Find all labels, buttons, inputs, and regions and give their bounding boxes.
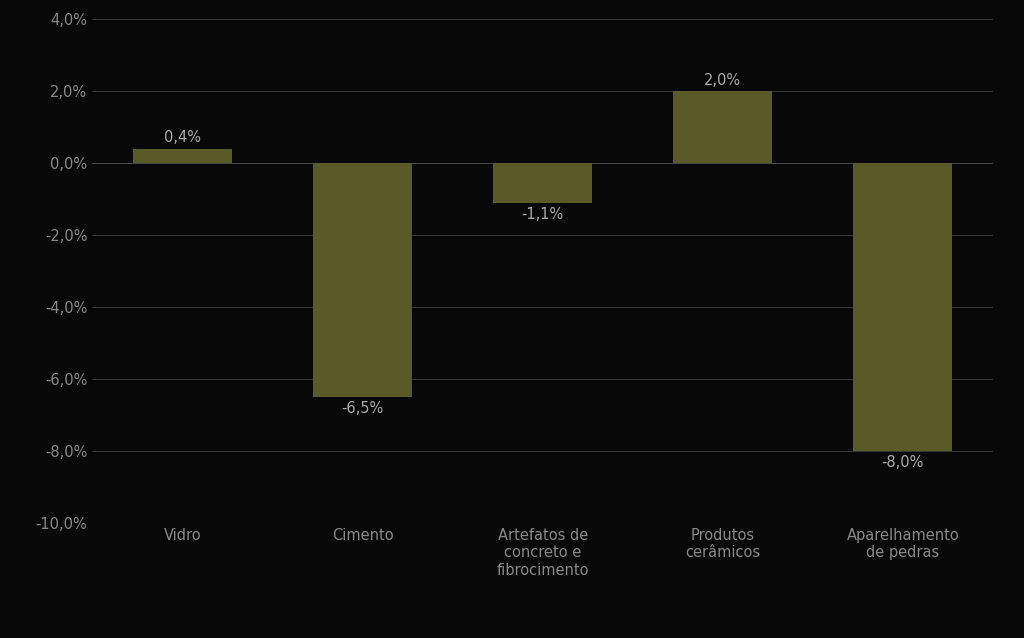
Text: -1,1%: -1,1% [521, 207, 564, 222]
Text: 0,4%: 0,4% [164, 130, 201, 145]
Text: -8,0%: -8,0% [882, 456, 924, 470]
Bar [494, 163, 592, 203]
Bar [673, 91, 772, 163]
Bar [853, 163, 952, 451]
Bar [133, 149, 232, 163]
Text: -6,5%: -6,5% [342, 401, 384, 417]
Text: 2,0%: 2,0% [705, 73, 741, 87]
Bar [313, 163, 413, 397]
